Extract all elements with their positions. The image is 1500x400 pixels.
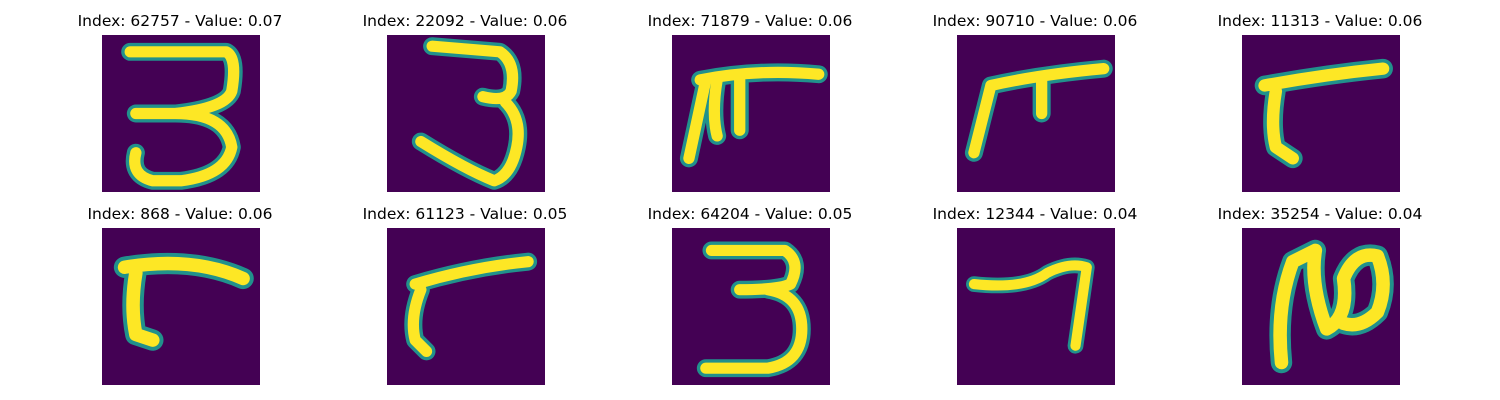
panel-title: Index: 71879 - Value: 0.06 bbox=[647, 12, 853, 30]
digit-image bbox=[1242, 228, 1400, 385]
digit-image bbox=[102, 228, 260, 385]
panel-title: Index: 35254 - Value: 0.04 bbox=[1217, 205, 1423, 223]
panel-7: Index: 61123 - Value: 0.05 bbox=[315, 193, 615, 388]
digit-image bbox=[672, 228, 830, 385]
digit-image bbox=[387, 35, 545, 192]
panel-title: Index: 62757 - Value: 0.07 bbox=[77, 12, 283, 30]
panel-6: Index: 868 - Value: 0.06 bbox=[30, 193, 330, 388]
panel-10: Index: 35254 - Value: 0.04 bbox=[1170, 193, 1470, 388]
digit-image bbox=[957, 228, 1115, 385]
panel-5: Index: 11313 - Value: 0.06 bbox=[1170, 0, 1470, 195]
digit-image bbox=[102, 35, 260, 192]
panel-4: Index: 90710 - Value: 0.06 bbox=[885, 0, 1185, 195]
digit-image bbox=[387, 228, 545, 385]
panel-8: Index: 64204 - Value: 0.05 bbox=[600, 193, 900, 388]
panel-title: Index: 90710 - Value: 0.06 bbox=[932, 12, 1138, 30]
panel-title: Index: 64204 - Value: 0.05 bbox=[647, 205, 853, 223]
digit-image bbox=[672, 35, 830, 192]
panel-1: Index: 62757 - Value: 0.07 bbox=[30, 0, 330, 195]
panel-title: Index: 12344 - Value: 0.04 bbox=[932, 205, 1138, 223]
panel-title: Index: 61123 - Value: 0.05 bbox=[362, 205, 568, 223]
digit-image bbox=[957, 35, 1115, 192]
panel-2: Index: 22092 - Value: 0.06 bbox=[315, 0, 615, 195]
panel-9: Index: 12344 - Value: 0.04 bbox=[885, 193, 1185, 388]
panel-3: Index: 71879 - Value: 0.06 bbox=[600, 0, 900, 195]
digit-image bbox=[1242, 35, 1400, 192]
panel-title: Index: 22092 - Value: 0.06 bbox=[362, 12, 568, 30]
panel-title: Index: 868 - Value: 0.06 bbox=[87, 205, 273, 223]
panel-title: Index: 11313 - Value: 0.06 bbox=[1217, 12, 1423, 30]
